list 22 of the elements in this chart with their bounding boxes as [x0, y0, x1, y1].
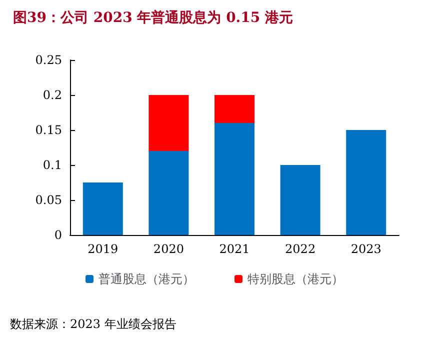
y-tick-label: 0.05: [35, 193, 62, 207]
bar: [280, 165, 320, 235]
source-note: 数据来源：2023 年业绩会报告: [10, 317, 176, 331]
y-tick-label: 0.2: [42, 88, 62, 102]
bar: [214, 95, 254, 123]
bar: [148, 95, 189, 151]
y-tick-label: 0.25: [35, 53, 62, 67]
x-tick-label: 2023: [350, 242, 382, 256]
bar: [148, 151, 189, 235]
legend-label: 特别股息（港元）: [248, 272, 344, 286]
chart-title: 图39：公司 2023 年普通股息为 0.15 港元: [13, 9, 294, 26]
x-tick-label: 2019: [88, 242, 118, 256]
legend-label: 普通股息（港元）: [98, 272, 194, 286]
bar: [214, 123, 254, 235]
y-tick-label: 0.15: [35, 123, 62, 137]
y-tick-label: 0: [54, 228, 62, 242]
x-tick-label: 2022: [285, 242, 316, 256]
bar: [346, 130, 386, 235]
x-tick-label: 2021: [219, 242, 250, 256]
y-tick-label: 0.1: [42, 158, 62, 172]
bar: [82, 182, 123, 235]
x-tick-label: 2020: [153, 242, 184, 256]
